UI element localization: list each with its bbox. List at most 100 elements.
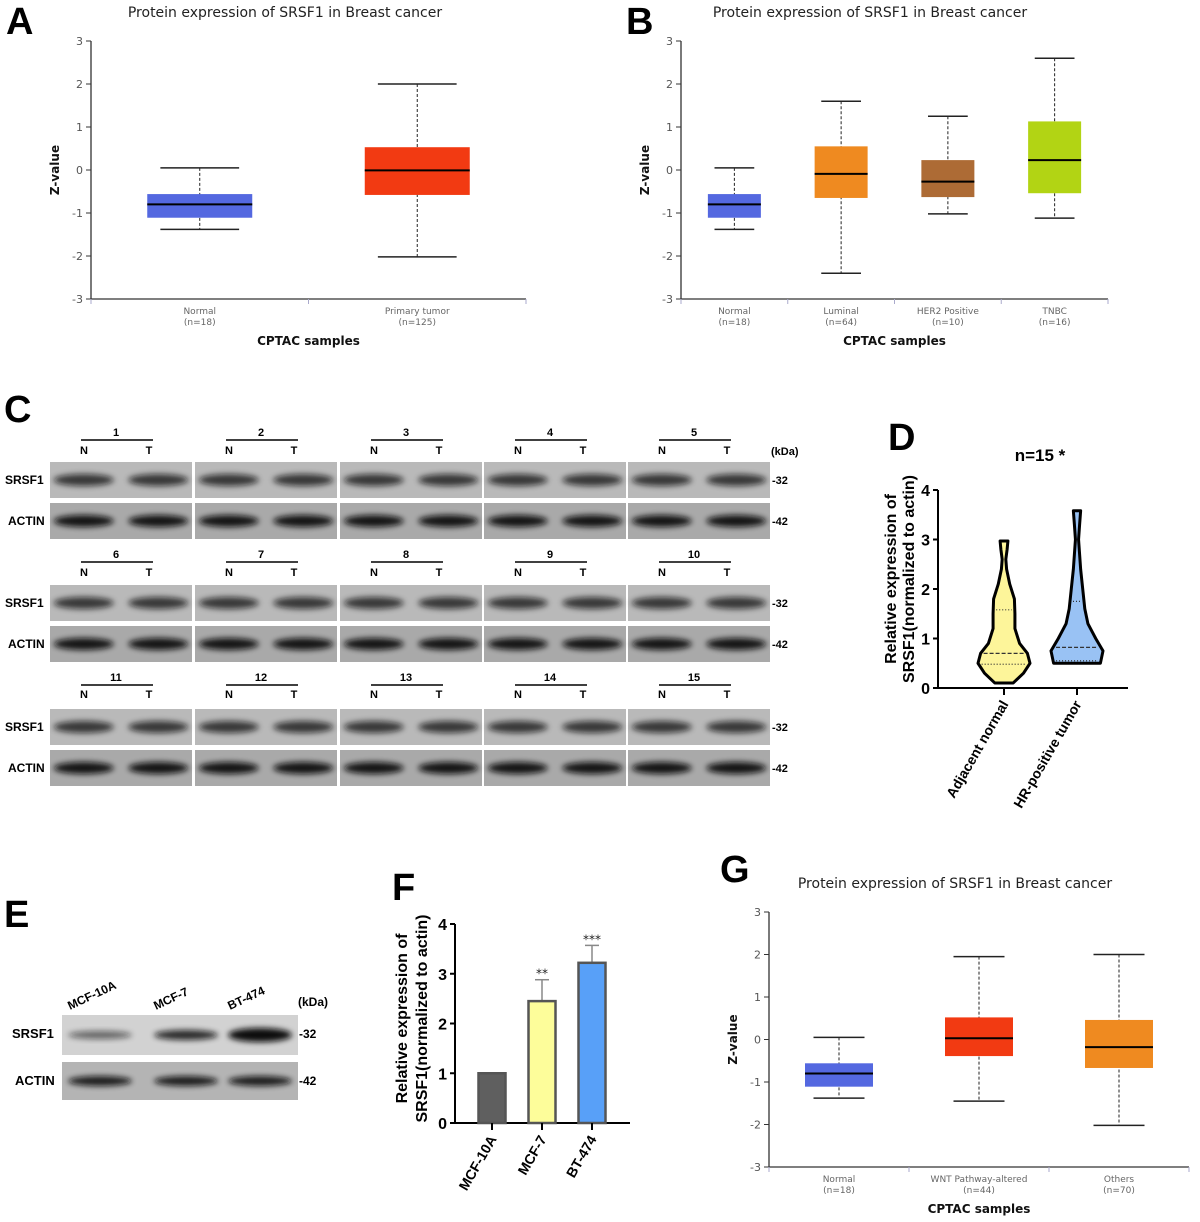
y-tick-label: 3 (666, 35, 673, 48)
x-axis-label: CPTAC samples (257, 334, 360, 348)
category-label: BT-474 (563, 1132, 600, 1180)
y-tick-label: -1 (662, 207, 673, 220)
y-axis-label: Z-value (48, 145, 62, 195)
category-n: (n=125) (399, 318, 436, 328)
protein-band (343, 638, 404, 650)
kda-unit: (kDa) (771, 446, 799, 458)
box-normal (707, 194, 761, 218)
boxplot-panel-g: Protein expression of SRSF1 in Breast ca… (726, 876, 1190, 1216)
protein-band (631, 515, 692, 527)
lane-label-t: T (291, 689, 298, 701)
y-tick-label: 2 (76, 78, 83, 91)
lane-label-t: T (436, 445, 443, 457)
row-label-srsf1: SRSF1 (5, 596, 44, 610)
protein-band (562, 474, 623, 486)
y-tick-label: 1 (438, 1066, 447, 1083)
panel-label-f: F (392, 867, 415, 909)
sample-number: 4 (547, 427, 554, 439)
lane-label-t: T (146, 445, 153, 457)
protein-band (631, 474, 692, 486)
lane-label-n: N (658, 689, 666, 701)
protein-band (53, 597, 114, 609)
lane-label-n: N (658, 567, 666, 579)
category-label: HR-positive tumor (1010, 697, 1085, 811)
panel-label-b: B (626, 1, 653, 43)
category-label: Normal (718, 307, 751, 317)
protein-band (706, 762, 767, 774)
row-label-srsf1: SRSF1 (5, 473, 44, 487)
sample-number: 14 (544, 672, 557, 684)
protein-band (706, 597, 767, 609)
sample-number: 5 (691, 427, 697, 439)
protein-band (68, 1076, 132, 1086)
protein-band (343, 762, 404, 774)
protein-band (418, 721, 479, 733)
y-axis-label: Z-value (726, 1014, 740, 1064)
panel-label-c: C (4, 389, 31, 431)
protein-band (154, 1076, 218, 1086)
protein-band (487, 721, 548, 733)
sample-number: 9 (547, 549, 553, 561)
protein-band (487, 638, 548, 650)
protein-band (487, 762, 548, 774)
protein-band (198, 597, 259, 609)
bar-panel-f: 0 1 2 3 4 Relative expression of SRSF1(normali… (394, 914, 630, 1193)
lane-label-n: N (658, 445, 666, 457)
sample-number: 6 (113, 549, 119, 561)
x-axis-label: CPTAC samples (928, 1202, 1031, 1216)
category-label: MCF-10A (455, 1133, 499, 1194)
lane-label-t: T (580, 689, 587, 701)
y-tick-label: 1 (921, 632, 930, 649)
lane-label-t: T (291, 445, 298, 457)
western-blot-e: MCF-10A MCF-7 BT-474 SRSF1 ACTIN (kDa) -32 -42 (12, 978, 328, 1100)
lane-label-n: N (370, 445, 378, 457)
protein-band (706, 515, 767, 527)
category-label: HER2 Positive (917, 307, 979, 317)
sample-number: 11 (110, 672, 122, 684)
y-tick-label: 2 (666, 78, 673, 91)
lane-label-n: N (225, 445, 233, 457)
protein-band (228, 1028, 292, 1042)
protein-band (273, 597, 334, 609)
protein-band (706, 474, 767, 486)
y-tick-label: 3 (438, 967, 447, 984)
box-normal (147, 194, 253, 218)
chart-title: Protein expression of SRSF1 in Breast ca… (798, 876, 1112, 892)
cell-line-label: MCF-7 (151, 984, 190, 1012)
y-tick-label: 3 (754, 906, 761, 919)
lane-label-t: T (580, 445, 587, 457)
box-others (1085, 1019, 1153, 1068)
sample-number: 1 (113, 427, 119, 439)
protein-band (198, 515, 259, 527)
western-blot-c: SRSF1 ACTIN 1 N T 2 N T 3 N T 4 N T 5 N T -32 -42 SRSF1 ACTI… (5, 427, 799, 786)
protein-band (198, 474, 259, 486)
category-label: WNT Pathway-altered (931, 1175, 1028, 1185)
sample-number: 7 (258, 549, 264, 561)
protein-band (343, 597, 404, 609)
y-axis-label-line1: Relative expression of (394, 933, 411, 1104)
lane-label-t: T (724, 689, 731, 701)
marker-42: -42 (772, 763, 788, 775)
protein-band (128, 638, 189, 650)
chart-title: Protein expression of SRSF1 in Breast ca… (713, 5, 1027, 21)
category-label: Luminal (823, 307, 859, 317)
y-tick-label: -3 (750, 1161, 761, 1174)
marker-32: -32 (772, 722, 788, 734)
marker-32: -32 (772, 598, 788, 610)
row-label-actin: ACTIN (15, 1073, 55, 1088)
protein-band (68, 1031, 132, 1039)
protein-band (631, 597, 692, 609)
violin-hr-positive-tumor (1049, 509, 1105, 665)
y-tick-label: 0 (666, 164, 673, 177)
protein-band (273, 474, 334, 486)
marker-42: -42 (299, 1074, 317, 1088)
boxplot-panel-b: Protein expression of SRSF1 in Breast ca… (638, 5, 1109, 348)
boxplot-panel-a: Protein expression of SRSF1 in Breast ca… (48, 5, 527, 348)
protein-band (631, 762, 692, 774)
y-tick-label: 4 (438, 917, 447, 934)
lane-label-t: T (146, 689, 153, 701)
sample-number: 15 (688, 672, 700, 684)
category-label: TNBC (1041, 307, 1067, 317)
protein-band (631, 638, 692, 650)
category-n: (n=10) (932, 318, 964, 328)
